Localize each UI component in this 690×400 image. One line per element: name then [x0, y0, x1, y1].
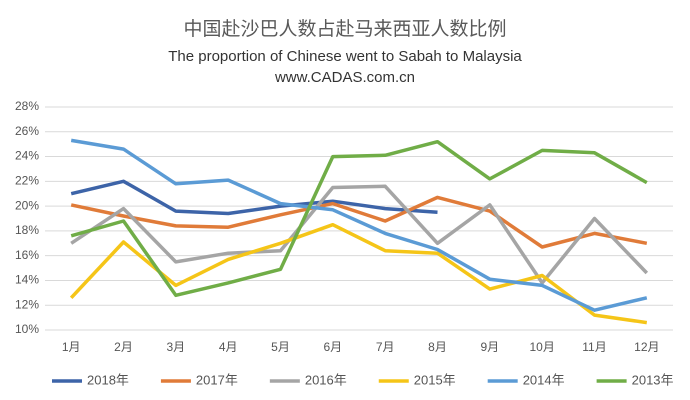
y-tick-label: 12% [15, 297, 39, 311]
legend-label: 2018年 [87, 372, 129, 387]
chart-source: www.CADAS.com.cn [274, 69, 415, 86]
x-tick-label: 8月 [428, 340, 447, 354]
series-line [70, 179, 438, 216]
series-line [70, 195, 648, 249]
series-line [70, 138, 648, 312]
series-line [70, 184, 649, 285]
series-line [69, 222, 648, 325]
legend-label: 2015年 [414, 372, 456, 387]
x-tick-label: 6月 [323, 340, 342, 354]
y-tick-label: 16% [15, 248, 39, 262]
chart-subtitle: The proportion of Chinese went to Sabah … [168, 48, 522, 65]
x-tick-label: 12月 [634, 340, 659, 354]
legend-label: 2013年 [632, 372, 674, 387]
x-tick-label: 5月 [271, 340, 290, 354]
x-tick-label: 1月 [62, 340, 81, 354]
x-tick-label: 11月 [582, 340, 606, 354]
chart-title: 中国赴沙巴人数占赴马来西亚人数比例 [183, 18, 506, 40]
y-tick-label: 18% [15, 223, 39, 237]
x-tick-label: 3月 [166, 340, 185, 354]
x-tick-label: 4月 [219, 340, 238, 354]
x-tick-label: 7月 [376, 340, 395, 354]
y-tick-label: 14% [15, 273, 39, 287]
x-tick-label: 9月 [480, 340, 499, 354]
legend-label: 2014年 [523, 372, 565, 387]
y-tick-label: 10% [15, 322, 39, 336]
y-tick-label: 24% [15, 149, 39, 163]
x-tick-label: 10月 [529, 340, 554, 354]
x-tick-label: 2月 [114, 340, 133, 354]
legend-label: 2017年 [196, 372, 238, 387]
y-tick-label: 22% [15, 174, 39, 188]
y-tick-label: 26% [15, 124, 39, 138]
y-tick-label: 20% [15, 198, 39, 212]
legend-label: 2016年 [305, 372, 347, 387]
series-line [70, 139, 648, 298]
y-tick-label: 28% [15, 99, 39, 113]
